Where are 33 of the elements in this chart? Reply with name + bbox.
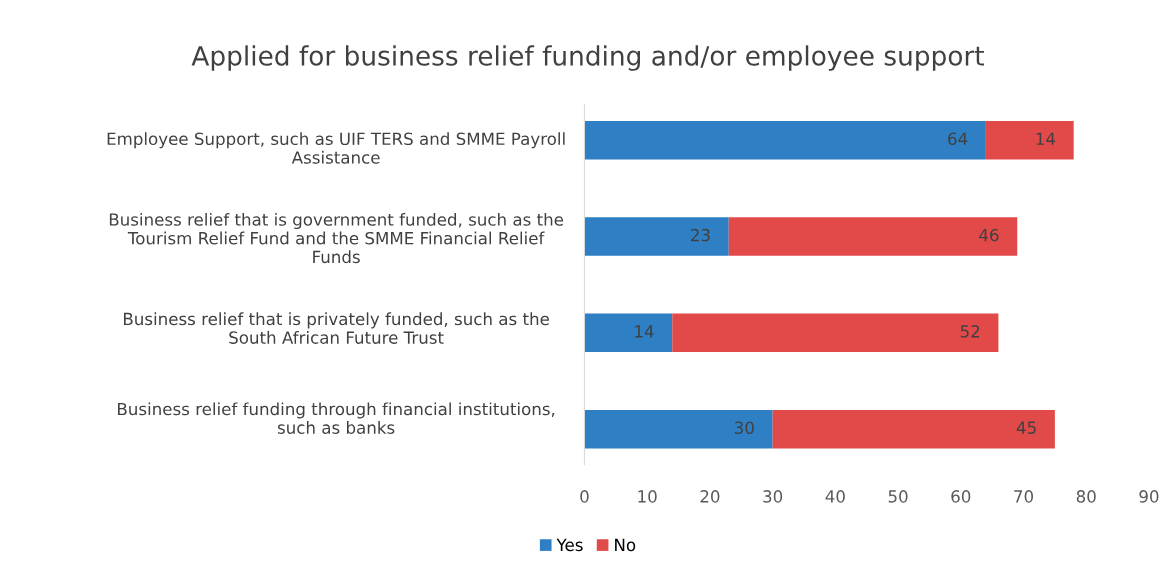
x-tick-label: 30 — [763, 490, 783, 503]
x-tick-label: 40 — [825, 490, 845, 503]
x-tick-label: 50 — [888, 490, 908, 503]
x-tick-label: 60 — [951, 490, 971, 503]
x-tick-label: 20 — [700, 490, 720, 503]
bar — [728, 217, 1018, 256]
data-label: 52 — [960, 325, 980, 338]
bar — [672, 313, 999, 353]
legend-label: No — [615, 538, 636, 552]
data-label: 64 — [948, 132, 968, 146]
bar — [772, 409, 1055, 449]
x-tick-label: 10 — [638, 490, 657, 503]
legend-label: Yes — [556, 538, 583, 552]
bar — [584, 120, 986, 160]
bar — [584, 217, 729, 256]
y-tick-label: Business relief that is privately funded, such as the South African Future Trust — [123, 312, 549, 344]
x-tick-label: 80 — [1076, 490, 1096, 503]
chart-title: Applied for business relief funding and/or employee support — [191, 45, 985, 71]
bar — [584, 409, 773, 449]
y-tick-label: Business relief that is government funded, such as the Tourism Relief Fund and the SMME Financial Relief Funds — [109, 212, 564, 264]
x-tick-label: 90 — [1139, 490, 1159, 503]
bar — [584, 313, 673, 353]
y-tick-label: Employee Support, such as UIF TERS and SMME Payroll Assistance — [107, 132, 565, 164]
data-label: 45 — [1016, 421, 1036, 434]
bar — [985, 120, 1074, 160]
data-label: 14 — [1036, 132, 1056, 145]
y-tick-label: Business relief funding through financial institutions, such as banks — [118, 402, 555, 434]
x-tick-label: 0 — [580, 490, 589, 503]
x-tick-label: 70 — [1014, 490, 1034, 503]
data-label: 30 — [735, 421, 754, 434]
data-label: 14 — [635, 325, 654, 338]
data-label: 23 — [691, 228, 710, 242]
data-label: 46 — [979, 228, 999, 242]
